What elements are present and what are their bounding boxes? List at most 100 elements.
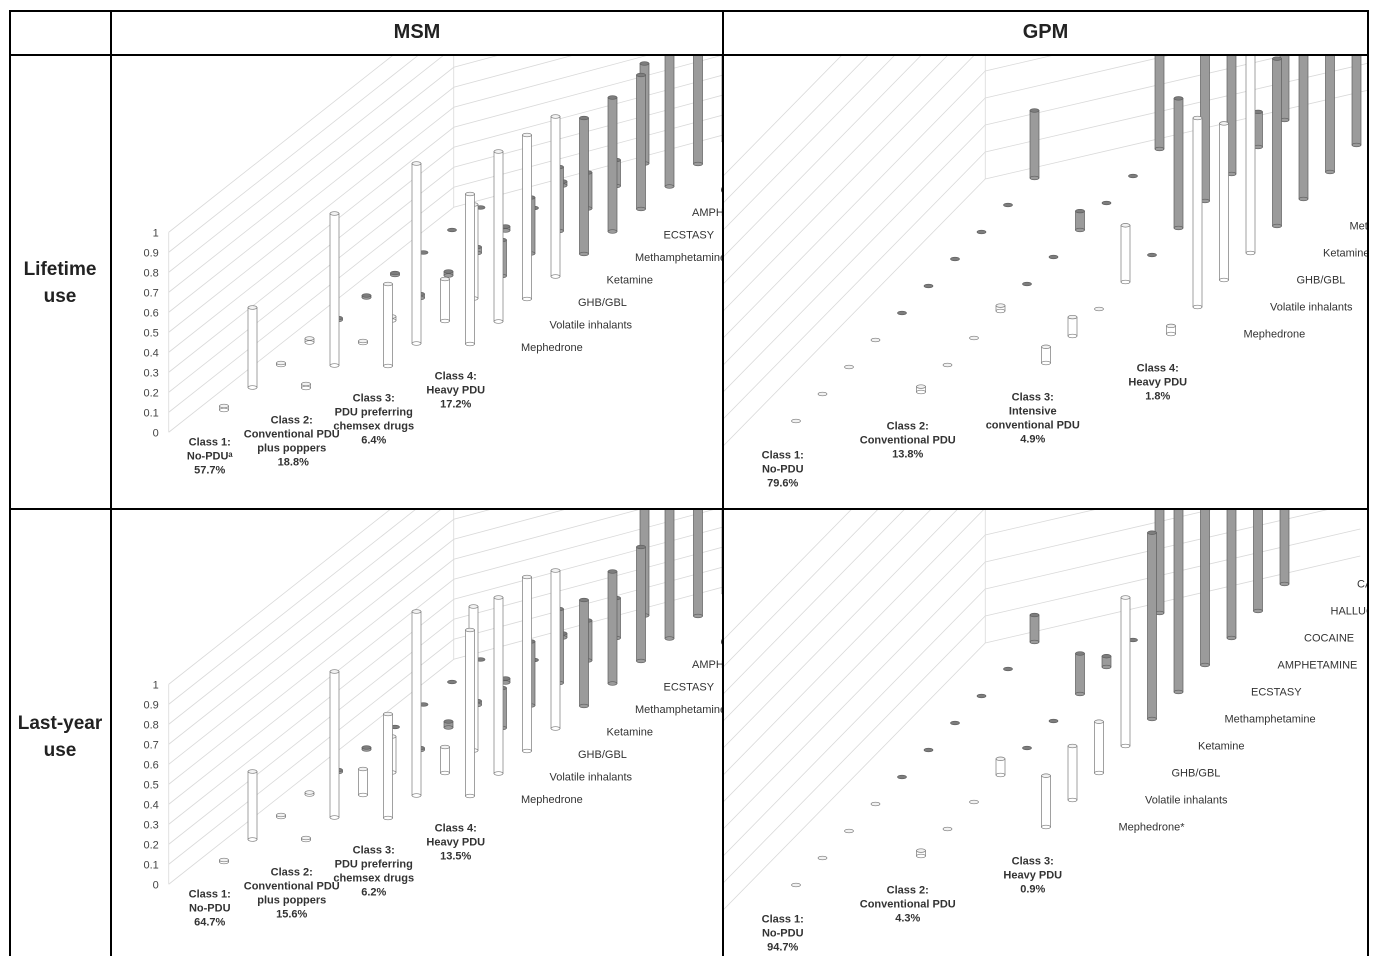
bar-base bbox=[1120, 279, 1131, 285]
gridline bbox=[724, 510, 878, 667]
bar-base bbox=[522, 296, 532, 302]
class-label: Class 1: No-PDU 79.6% bbox=[762, 450, 804, 490]
bar bbox=[1029, 108, 1040, 181]
bar bbox=[916, 848, 926, 859]
class-label-line: Class 4: bbox=[1137, 363, 1179, 375]
bar-body bbox=[247, 307, 258, 388]
bar-base bbox=[1075, 227, 1085, 233]
bar-base bbox=[550, 726, 561, 731]
bar-base bbox=[607, 229, 618, 234]
bar-top bbox=[468, 604, 479, 609]
bar-top bbox=[550, 568, 561, 573]
bar-base bbox=[664, 184, 675, 189]
bar-base bbox=[440, 318, 450, 324]
bar-top bbox=[1147, 530, 1157, 535]
bar-top bbox=[995, 756, 1006, 761]
class-label: Class 2: Conventional PDU 4.3% bbox=[860, 885, 956, 925]
bar-base bbox=[550, 274, 561, 279]
bar-top bbox=[383, 281, 393, 287]
bar bbox=[636, 544, 646, 664]
bar-body bbox=[329, 213, 340, 366]
depth-axis-label: HALLUCINOGENS bbox=[1331, 606, 1368, 618]
bar bbox=[550, 568, 561, 731]
bar-top bbox=[247, 305, 258, 310]
bar bbox=[361, 745, 372, 752]
class-label-line: 13.5% bbox=[440, 850, 471, 862]
gridline bbox=[724, 56, 842, 176]
class-label-line: Intensive bbox=[1009, 406, 1057, 418]
bar-base bbox=[493, 319, 504, 324]
column-header-gpm: GPM bbox=[1022, 21, 1069, 43]
bar-body bbox=[1200, 510, 1210, 666]
bar-top bbox=[301, 381, 311, 387]
bar-body bbox=[1120, 224, 1131, 283]
bar bbox=[358, 338, 368, 346]
bar-top bbox=[358, 766, 368, 772]
bar-base bbox=[383, 363, 393, 369]
class-label-line: Class 1: bbox=[762, 914, 804, 926]
bar bbox=[942, 826, 953, 832]
class-label: Class 3: Intensive conventional PDU 4.9% bbox=[986, 392, 1080, 446]
chart-svg-gpm-lifetime: 00.10.20.30.40.50.60.70.80.91MephedroneV… bbox=[724, 56, 1368, 490]
bar bbox=[1272, 56, 1282, 229]
bar-top bbox=[411, 609, 422, 614]
bar bbox=[247, 305, 258, 390]
depth-axis-label: Ketamine bbox=[1198, 741, 1244, 753]
bar-base bbox=[329, 815, 340, 820]
gridline bbox=[724, 510, 1095, 802]
bar-top bbox=[916, 848, 926, 853]
bar bbox=[817, 855, 828, 861]
class-label-line: plus poppers bbox=[257, 894, 326, 906]
bar-body bbox=[1173, 510, 1184, 693]
bar-body bbox=[1067, 316, 1078, 337]
bar-top bbox=[550, 114, 561, 119]
bar bbox=[493, 595, 504, 776]
bar bbox=[791, 882, 801, 888]
depth-axis-label: GHB/GBL bbox=[1172, 768, 1221, 780]
depth-axis-label: Mephedrone* bbox=[1119, 822, 1186, 834]
y-tick-label: 0.3 bbox=[143, 819, 158, 831]
y-tick-label: 0.9 bbox=[143, 247, 158, 259]
bar bbox=[1029, 612, 1040, 645]
bar bbox=[1075, 651, 1085, 697]
bar bbox=[844, 828, 854, 834]
depth-axis-label: COCAINE bbox=[721, 185, 723, 197]
bar-body bbox=[522, 576, 532, 752]
bar-body bbox=[664, 510, 675, 639]
bar-top bbox=[390, 270, 400, 276]
bar-top bbox=[1192, 115, 1203, 121]
bar-base bbox=[247, 837, 258, 842]
bar-body bbox=[465, 629, 475, 797]
bar-top bbox=[607, 569, 618, 574]
bar-top bbox=[443, 719, 454, 724]
gridline bbox=[724, 510, 958, 748]
bar-base bbox=[916, 389, 926, 395]
gridline bbox=[724, 56, 1285, 392]
bar-top bbox=[440, 744, 450, 750]
class-label: Class 1: No-PDU 64.7% bbox=[189, 888, 231, 928]
bar-base bbox=[1041, 360, 1051, 366]
gridline bbox=[168, 510, 416, 705]
bar-body bbox=[636, 74, 646, 210]
bar-top bbox=[411, 161, 422, 166]
bar-body bbox=[522, 134, 532, 300]
bar bbox=[1022, 745, 1032, 751]
class-label: Class 2: Conventional PDU plus poppers 15.6… bbox=[244, 866, 340, 920]
class-label-line: Class 3: bbox=[1012, 392, 1054, 404]
bar bbox=[969, 335, 979, 341]
gridline bbox=[724, 56, 869, 203]
class-label-line: PDU preferring bbox=[335, 406, 413, 418]
bar-body bbox=[440, 746, 450, 774]
bar-top bbox=[969, 335, 979, 341]
bar-body bbox=[1192, 117, 1203, 308]
bar bbox=[329, 669, 340, 820]
bar-body bbox=[1075, 653, 1085, 695]
bar-top bbox=[1075, 651, 1085, 656]
bar-base bbox=[1200, 662, 1210, 668]
depth-axis-label: Methamphetamine bbox=[1350, 221, 1368, 233]
bar bbox=[950, 720, 960, 726]
bar-top bbox=[969, 799, 979, 805]
y-tick-label: 0.1 bbox=[143, 407, 158, 419]
class-label: Class 2: Conventional PDU plus poppers 18.… bbox=[244, 414, 340, 468]
bar-top bbox=[1022, 281, 1032, 287]
